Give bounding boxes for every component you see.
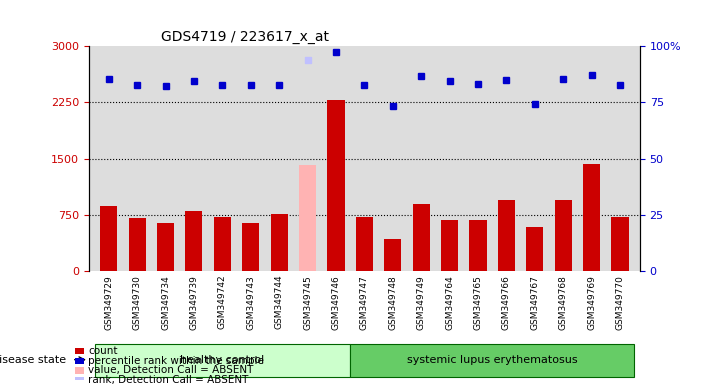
Bar — [75, 377, 85, 383]
Text: rank, Detection Call = ABSENT: rank, Detection Call = ABSENT — [88, 375, 249, 384]
Text: systemic lupus erythematosus: systemic lupus erythematosus — [407, 355, 577, 365]
Text: GSM349746: GSM349746 — [331, 275, 341, 329]
Bar — [356, 217, 373, 271]
Text: GSM349744: GSM349744 — [274, 275, 284, 329]
Text: GSM349745: GSM349745 — [303, 275, 312, 329]
Text: GSM349770: GSM349770 — [616, 275, 624, 330]
Bar — [242, 223, 260, 271]
FancyBboxPatch shape — [95, 344, 351, 377]
Bar — [384, 239, 401, 271]
Text: GSM349767: GSM349767 — [530, 275, 540, 330]
Text: GSM349768: GSM349768 — [559, 275, 567, 330]
Text: GSM349748: GSM349748 — [388, 275, 397, 329]
Bar — [611, 217, 629, 271]
Text: GSM349764: GSM349764 — [445, 275, 454, 329]
Text: GSM349749: GSM349749 — [417, 275, 426, 329]
Text: GSM349730: GSM349730 — [133, 275, 141, 330]
FancyBboxPatch shape — [351, 344, 634, 377]
Text: disease state: disease state — [0, 355, 66, 365]
Text: GSM349769: GSM349769 — [587, 275, 596, 330]
Bar — [555, 200, 572, 271]
Text: GSM349729: GSM349729 — [105, 275, 113, 329]
Text: percentile rank within the sample: percentile rank within the sample — [88, 356, 264, 366]
Bar — [271, 214, 288, 271]
Bar — [412, 204, 429, 271]
Bar — [526, 227, 543, 271]
Bar — [299, 165, 316, 271]
Bar — [328, 100, 345, 271]
Bar — [75, 358, 85, 364]
Text: GSM349734: GSM349734 — [161, 275, 170, 329]
Text: count: count — [88, 346, 117, 356]
Bar — [75, 348, 85, 354]
Bar — [157, 223, 174, 271]
Text: GSM349742: GSM349742 — [218, 275, 227, 329]
Bar — [469, 220, 486, 271]
Bar — [441, 220, 458, 271]
Bar — [498, 200, 515, 271]
Text: GSM349743: GSM349743 — [246, 275, 255, 329]
Text: GSM349747: GSM349747 — [360, 275, 369, 329]
Text: value, Detection Call = ABSENT: value, Detection Call = ABSENT — [88, 366, 254, 376]
Bar — [129, 218, 146, 271]
Text: GSM349739: GSM349739 — [189, 275, 198, 330]
Bar — [75, 367, 85, 374]
Bar — [186, 211, 203, 271]
Bar — [100, 206, 117, 271]
Bar — [214, 217, 231, 271]
Text: GSM349765: GSM349765 — [474, 275, 483, 330]
Bar — [583, 164, 600, 271]
Text: GSM349766: GSM349766 — [502, 275, 511, 330]
Text: healthy control: healthy control — [181, 355, 264, 365]
Text: GDS4719 / 223617_x_at: GDS4719 / 223617_x_at — [161, 30, 328, 44]
